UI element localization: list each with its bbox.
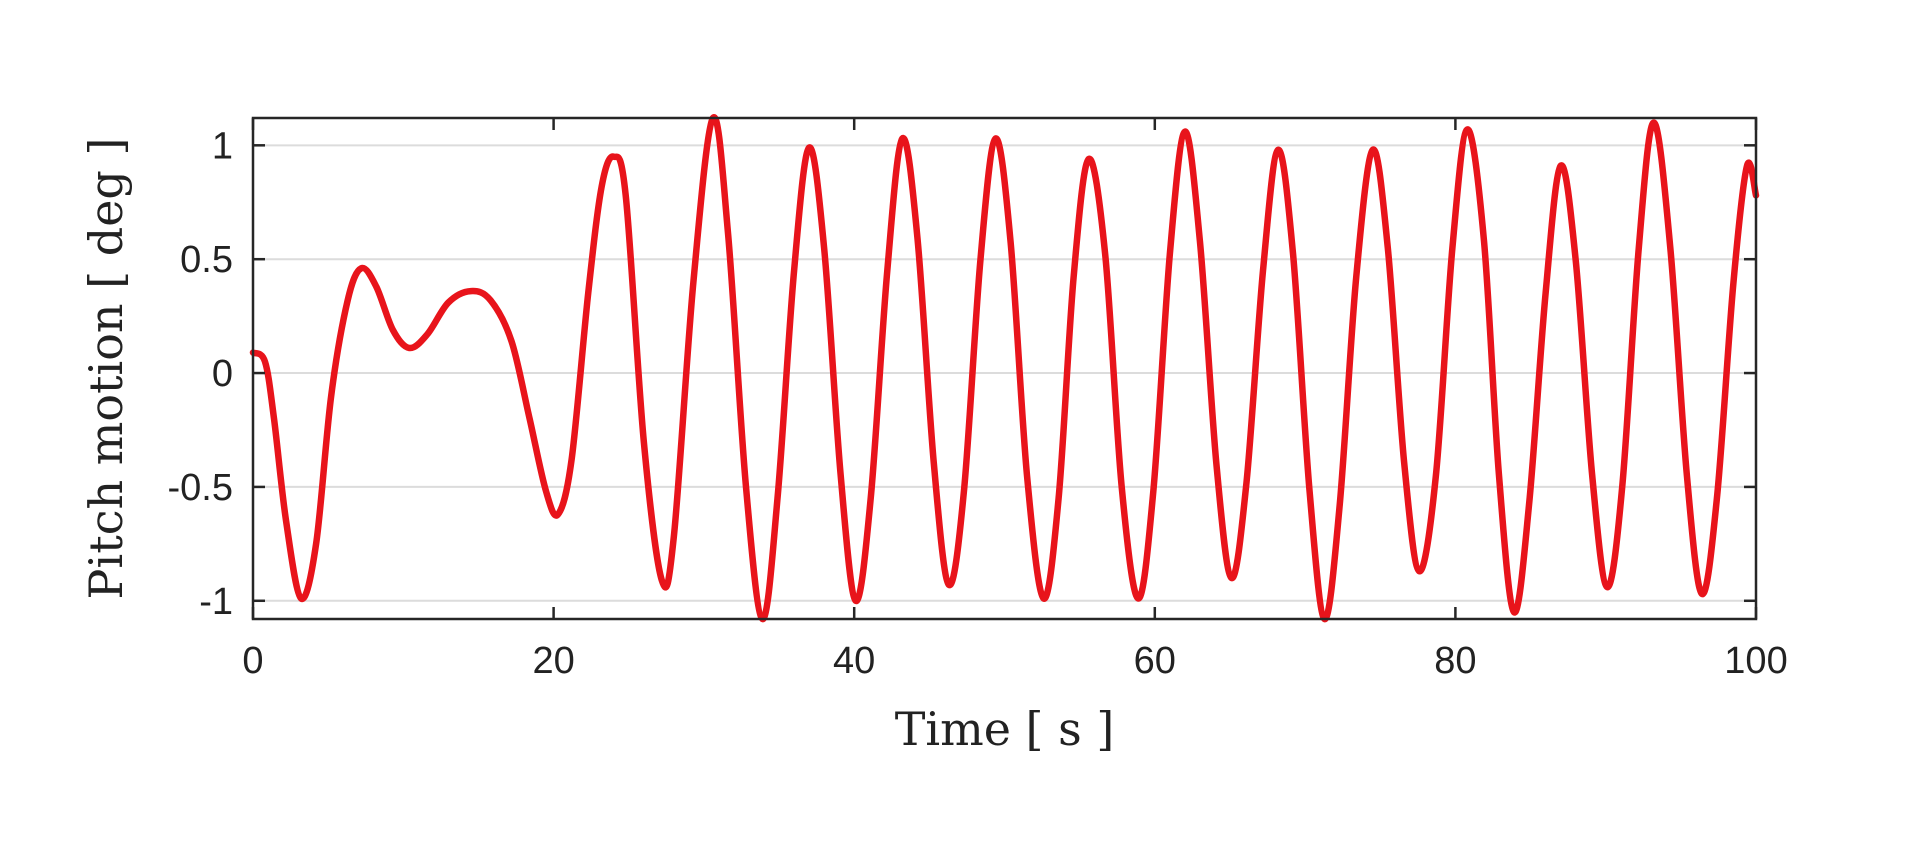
x-axis-title: Time [ s ]	[895, 702, 1115, 756]
y-axis-title: Pitch motion [ deg ]	[79, 138, 133, 600]
grid-layer	[253, 144, 1756, 602]
pitch-motion-series-line	[249, 114, 1760, 623]
y-tick-label: 1	[212, 125, 233, 167]
y-tick-label: -0.5	[168, 467, 233, 509]
x-tick-label: 40	[833, 640, 875, 682]
x-tick-label: 80	[1434, 640, 1476, 682]
plot-frame	[251, 116, 1758, 621]
x-tick-label: 100	[1724, 640, 1787, 682]
y-tick-label: 0	[212, 353, 233, 395]
tick-layer: -1 -0.5 0 0.5 1 0 20 40 60 80 100	[168, 118, 1788, 682]
series-layer	[249, 114, 1760, 623]
x-tick-label: 20	[532, 640, 574, 682]
y-tick-label: -1	[199, 581, 233, 623]
x-tick-label: 60	[1134, 640, 1176, 682]
y-tick-label: 0.5	[180, 239, 233, 281]
x-tick-label: 0	[242, 640, 263, 682]
